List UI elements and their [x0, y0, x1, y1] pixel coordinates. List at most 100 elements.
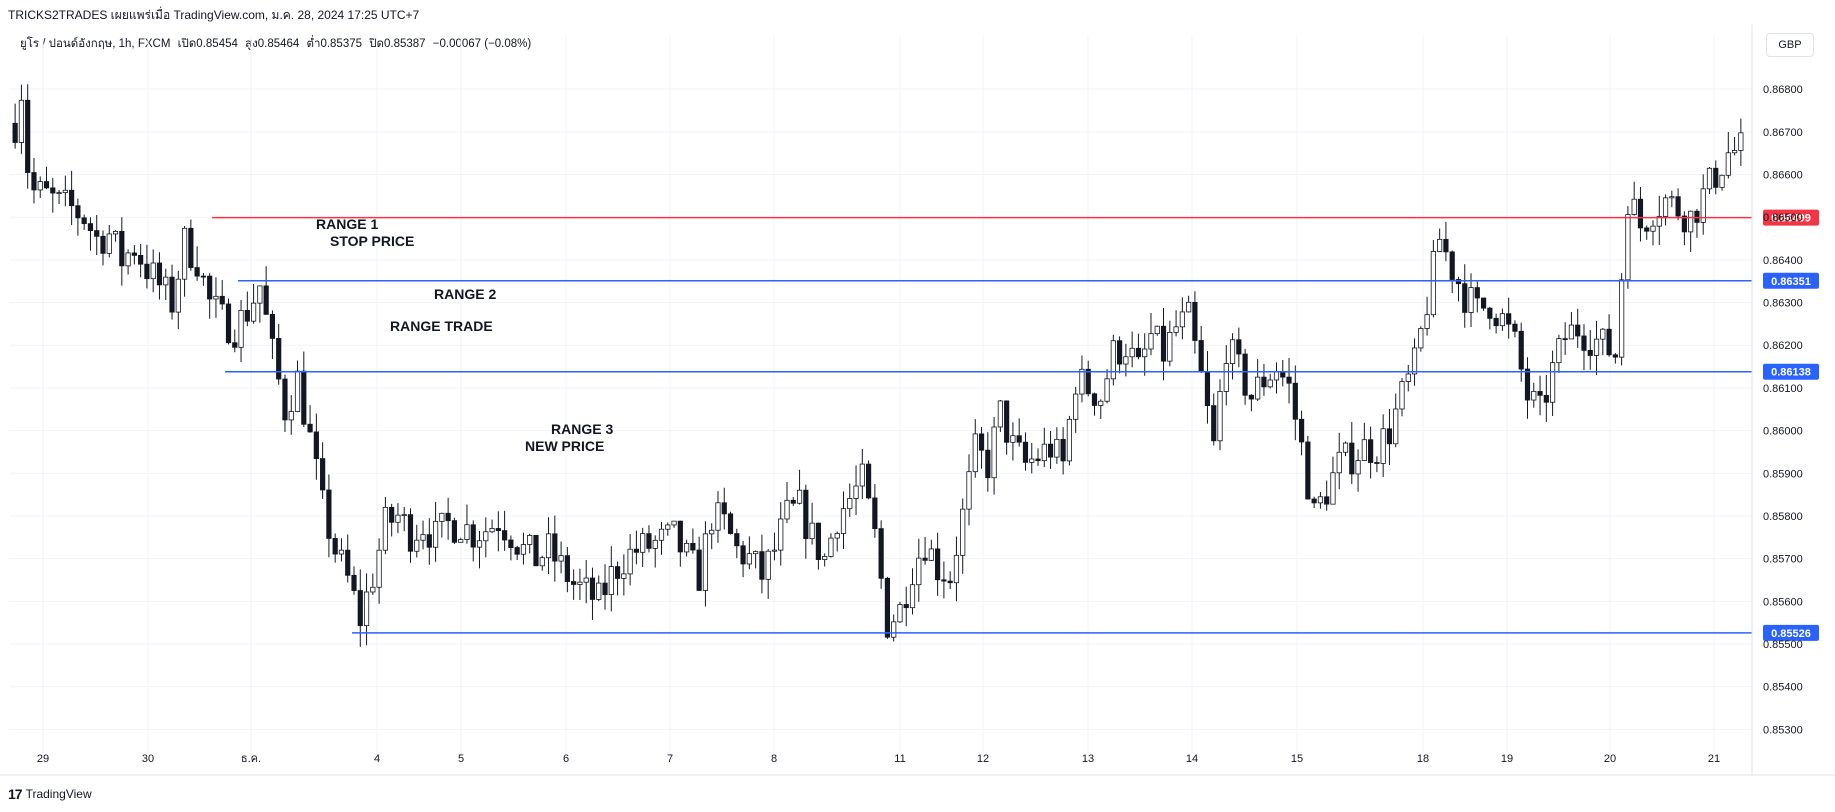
price-tick-label: 0.86400 — [1763, 255, 1803, 267]
candle-body — [1091, 393, 1098, 406]
candle — [884, 576, 891, 639]
candle — [401, 506, 407, 532]
candle-body — [1474, 287, 1480, 299]
candle — [25, 84, 31, 189]
candle-body — [1041, 443, 1047, 462]
candle-body — [263, 285, 269, 315]
symbol-name[interactable]: ยูโร / ปอนด์อังกฤษ, 1h, FXCM — [20, 38, 171, 50]
candle — [508, 535, 514, 561]
candle-body — [1211, 405, 1217, 442]
candle-body — [1255, 376, 1261, 400]
candle-body — [702, 533, 709, 591]
candle-body — [740, 545, 746, 565]
candle — [596, 575, 602, 602]
candle — [94, 215, 100, 256]
candle-body — [1506, 313, 1512, 325]
candle-body — [677, 520, 683, 553]
candle-body — [1430, 251, 1436, 316]
candle — [602, 564, 608, 610]
candle — [1581, 324, 1587, 371]
candle-body — [1117, 340, 1123, 365]
price-label-text: 0.85526 — [1771, 628, 1811, 640]
price-tick-label: 0.86000 — [1763, 426, 1803, 438]
candle — [1669, 190, 1675, 208]
candle-body — [790, 499, 796, 504]
candle-body — [571, 581, 577, 585]
candle-body — [313, 431, 319, 459]
candle-body — [1135, 347, 1142, 358]
candle — [815, 522, 821, 570]
candle — [1204, 351, 1211, 424]
candle-body — [1342, 442, 1349, 453]
chart-grid — [10, 35, 1752, 755]
candle-body — [1719, 174, 1725, 188]
legend-open: เปิด0.85454 — [177, 38, 238, 50]
candle-body — [583, 577, 589, 583]
horizontal-lines: 0.86499 0.86351 0.86138 0.85526 — [212, 209, 1819, 641]
candle-body — [1424, 314, 1430, 329]
candle — [1186, 295, 1192, 313]
candle — [1399, 378, 1405, 417]
candle-body — [119, 230, 125, 267]
candle — [370, 573, 376, 595]
candle — [589, 567, 596, 620]
currency-button[interactable]: GBP — [1766, 33, 1814, 57]
candle-body — [709, 529, 715, 535]
candle — [840, 491, 847, 550]
candle — [1405, 364, 1411, 392]
candle-body — [721, 502, 727, 515]
candle — [1267, 373, 1273, 389]
candle — [520, 532, 527, 565]
candle-body — [1311, 498, 1317, 504]
footer-brand-name: TradingView — [25, 787, 92, 801]
candle-body — [878, 528, 884, 579]
candle — [1324, 480, 1330, 511]
candle — [991, 417, 997, 495]
candle-body — [1600, 328, 1606, 340]
candle — [1437, 228, 1443, 252]
candle — [62, 175, 68, 207]
candle-body — [1098, 400, 1104, 406]
price-tick-label: 0.86100 — [1763, 383, 1803, 395]
candle — [1380, 414, 1386, 477]
candle-body — [1644, 227, 1650, 232]
candle-body — [1123, 356, 1129, 365]
candle — [1631, 181, 1637, 216]
candle-body — [1706, 167, 1713, 190]
candle — [1355, 449, 1361, 492]
candle — [294, 360, 301, 413]
annotation-range-3: RANGE 3 — [551, 421, 613, 437]
candle-body — [796, 489, 803, 504]
candle-body — [922, 557, 928, 561]
candle — [476, 531, 483, 569]
candle-body — [1361, 439, 1367, 461]
candle-body — [1204, 371, 1211, 407]
candle — [621, 554, 627, 596]
candle-body — [345, 549, 351, 576]
candle — [640, 527, 646, 567]
candle — [803, 484, 809, 559]
candle — [150, 249, 156, 293]
candle — [125, 249, 131, 275]
candle — [1524, 357, 1531, 419]
candle-body — [633, 548, 639, 553]
candle-body — [43, 181, 50, 189]
candle-body — [1669, 196, 1675, 199]
candle — [1411, 338, 1418, 386]
candle-body — [69, 189, 75, 207]
candle — [407, 508, 414, 563]
candle-body — [1587, 349, 1593, 356]
candle-body — [470, 524, 476, 548]
candle — [244, 291, 250, 327]
candle — [382, 497, 388, 555]
candle — [1688, 210, 1694, 252]
candle-body — [225, 303, 232, 344]
time-tick-label: 21 — [1708, 753, 1720, 765]
candle-body — [840, 508, 847, 534]
candle-body — [357, 590, 363, 627]
candle — [878, 520, 884, 589]
candle-body — [765, 550, 771, 580]
time-tick-label: 7 — [667, 753, 673, 765]
footer-brand[interactable]: 17 TradingView — [8, 786, 92, 802]
